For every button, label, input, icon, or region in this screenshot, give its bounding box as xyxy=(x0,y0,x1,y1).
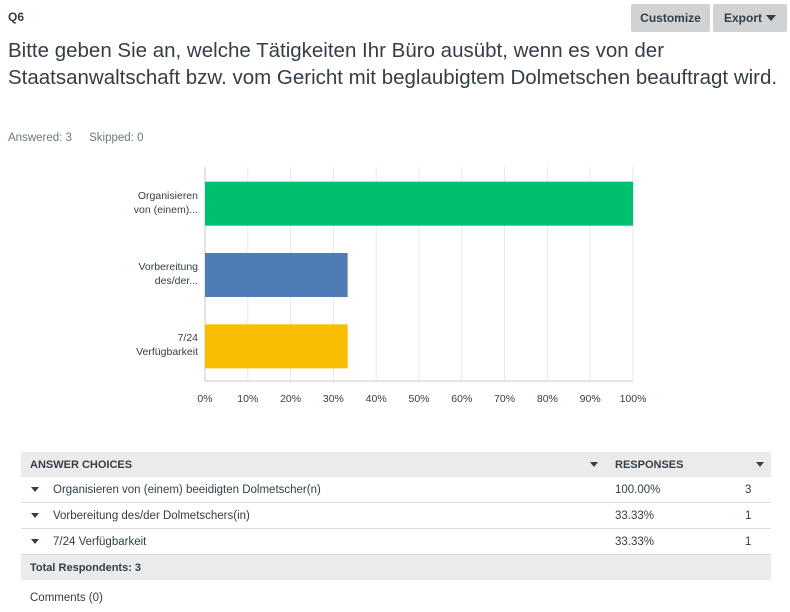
category-label-line: des/der... xyxy=(154,275,198,287)
answer-choice-cell: 7/24 Verfügbarkeit xyxy=(21,536,605,548)
bar[interactable] xyxy=(205,181,633,226)
question-number: Q6 xyxy=(8,10,25,24)
tick-label: 0% xyxy=(197,393,213,405)
customize-button[interactable]: Customize xyxy=(631,4,710,32)
category-label: Vorbereitung des/der... xyxy=(88,260,198,288)
chevron-down-icon xyxy=(766,15,776,21)
question-title: Bitte geben Sie an, welche Tätigkeiten I… xyxy=(8,39,778,89)
response-count: 3 xyxy=(745,483,752,496)
response-percent: 33.33% xyxy=(615,509,655,522)
bar[interactable] xyxy=(205,324,348,369)
table-row: 7/24 Verfügbarkeit 33.33% 1 xyxy=(21,529,771,555)
expand-row-icon[interactable] xyxy=(31,513,39,518)
tick-label: 70% xyxy=(494,393,516,405)
tick-label: 20% xyxy=(280,393,302,405)
tick-label: 30% xyxy=(322,393,344,405)
response-count: 1 xyxy=(745,509,752,522)
response-percent: 33.33% xyxy=(615,535,655,548)
responses-header[interactable]: RESPONSES xyxy=(605,459,771,471)
category-label: Organisieren von (einem)... xyxy=(88,189,198,217)
export-button-label: Export xyxy=(723,11,762,25)
tick-label: 80% xyxy=(536,393,558,405)
category-label-line: Verfügbarkeit xyxy=(136,346,198,359)
table-row: Organisieren von (einem) beeidigten Dolm… xyxy=(21,477,771,503)
answer-choice-label: 7/24 Verfügbarkeit xyxy=(53,535,147,548)
tick-label: 60% xyxy=(451,393,473,405)
answer-table: ANSWER CHOICES RESPONSES Organisieren vo… xyxy=(21,452,771,580)
answer-choice-cell: Organisieren von (einem) beeidigten Dolm… xyxy=(21,484,605,496)
customize-button-label: Customize xyxy=(640,11,701,25)
category-label-line: von (einem)... xyxy=(133,203,198,216)
table-row: Vorbereitung des/der Dolmetschers(in) 33.… xyxy=(21,503,771,529)
category-label-line: 7/24 xyxy=(177,332,198,345)
sort-icon[interactable] xyxy=(756,461,764,467)
answer-choice-label: Organisieren von (einem) beeidigten Dolm… xyxy=(53,483,321,496)
category-label-line: Vorbereitung xyxy=(138,261,198,273)
sort-icon[interactable] xyxy=(590,461,598,467)
response-stats: Answered: 3 Skipped: 0 xyxy=(8,132,158,144)
tick-label: 40% xyxy=(365,393,387,405)
table-header: ANSWER CHOICES RESPONSES xyxy=(21,452,771,477)
tick-label: 100% xyxy=(619,393,647,405)
response-count: 1 xyxy=(745,535,752,548)
answered-count: Answered: 3 xyxy=(8,132,72,144)
tick-label: 10% xyxy=(237,393,259,405)
skipped-count: Skipped: 0 xyxy=(89,132,144,144)
expand-row-icon[interactable] xyxy=(31,539,39,544)
tick-label: 50% xyxy=(408,393,430,405)
answer-choices-header[interactable]: ANSWER CHOICES xyxy=(21,459,605,471)
answer-choice-cell: Vorbereitung des/der Dolmetschers(in) xyxy=(21,510,605,522)
tick-label: 90% xyxy=(579,393,601,405)
comments-link[interactable]: Comments (0) xyxy=(30,592,103,604)
category-label: 7/24 Verfügbarkeit xyxy=(88,331,198,359)
category-label-line: Organisieren xyxy=(137,189,198,202)
total-respondents: Total Respondents: 3 xyxy=(21,555,771,580)
expand-row-icon[interactable] xyxy=(31,487,39,492)
response-percent: 100.00% xyxy=(615,483,661,496)
export-button[interactable]: Export xyxy=(713,4,787,32)
bar[interactable] xyxy=(205,253,348,297)
answer-choice-label: Vorbereitung des/der Dolmetschers(in) xyxy=(53,509,250,522)
